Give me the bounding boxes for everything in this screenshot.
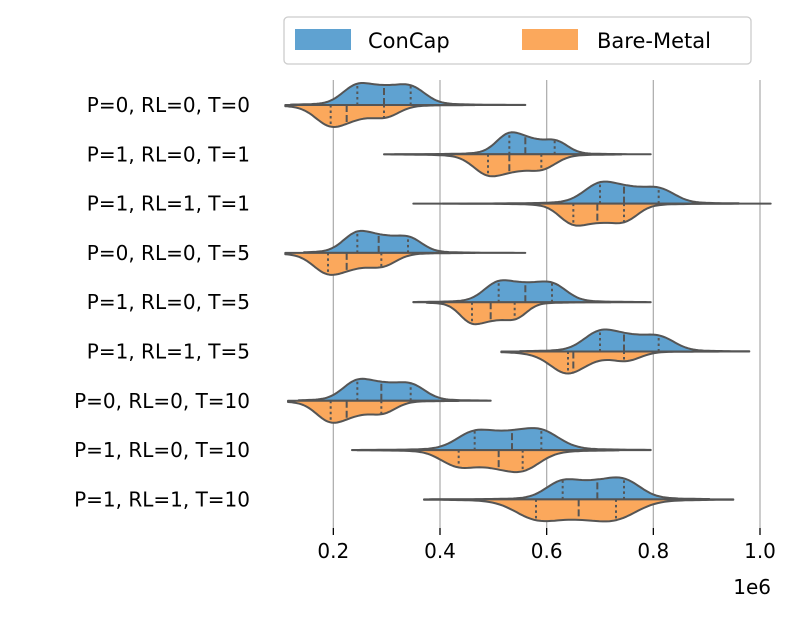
y-tick-label-5: P=1, RL=1, T=5 <box>87 340 250 364</box>
violin-bare-metal-3 <box>284 251 476 276</box>
violin-concap-5 <box>519 328 751 353</box>
violin-bare-metal-5 <box>500 350 735 375</box>
x-tick-label-0: 0.2 <box>317 539 349 563</box>
x-axis-multiplier: 1e6 <box>733 575 771 599</box>
violin-concap-3 <box>303 229 527 254</box>
violin-bare-metal-0 <box>284 104 476 128</box>
legend-label-bare-metal: Bare-Metal <box>597 29 711 53</box>
y-tick-label-7: P=1, RL=0, T=10 <box>74 438 250 462</box>
y-tick-label-1: P=1, RL=0, T=1 <box>87 142 250 166</box>
violin-concap-2 <box>441 180 740 205</box>
legend-label-concap: ConCap <box>368 29 450 53</box>
violin-bare-metal-2 <box>412 202 772 227</box>
violin-concap-8 <box>428 476 711 501</box>
violin-concap-6 <box>297 377 492 402</box>
y-tick-label-3: P=0, RL=0, T=5 <box>87 241 250 265</box>
violin-concap-4 <box>412 279 652 304</box>
legend-swatch-concap <box>295 29 351 50</box>
y-tick-label-6: P=0, RL=0, T=10 <box>74 389 250 413</box>
y-tick-label-0: P=0, RL=0, T=0 <box>87 93 250 117</box>
violin-bare-metal-6 <box>287 399 460 424</box>
legend: ConCap Bare-Metal <box>283 16 752 65</box>
y-tick-label-2: P=1, RL=1, T=1 <box>87 192 250 216</box>
y-tick-label-4: P=1, RL=0, T=5 <box>87 290 250 314</box>
violin-concap-7 <box>351 427 652 452</box>
x-tick-label-1: 0.4 <box>424 539 456 563</box>
legend-swatch-bare-metal <box>522 29 578 50</box>
violin-bare-metal-7 <box>356 449 620 474</box>
violin-layer <box>284 82 772 523</box>
legend-frame <box>283 16 752 65</box>
violin-bare-metal-4 <box>425 301 612 326</box>
x-tick-label-2: 0.6 <box>531 539 563 563</box>
violin-concap-0 <box>289 82 527 106</box>
axis-layer: P=0, RL=0, T=0 P=1, RL=0, T=1 P=1, RL=1, T… <box>74 93 776 599</box>
x-tick-label-4: 1.0 <box>744 539 776 563</box>
x-tick-label-3: 0.8 <box>637 539 669 563</box>
violin-concap-1 <box>393 131 652 156</box>
violin-bare-metal-1 <box>383 153 623 178</box>
y-tick-label-8: P=1, RL=1, T=10 <box>74 487 250 511</box>
